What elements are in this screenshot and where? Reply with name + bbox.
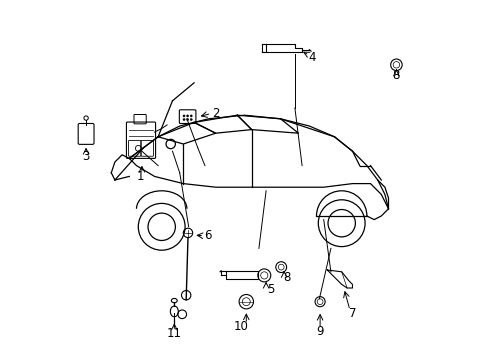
Text: 9: 9 — [316, 325, 323, 338]
Circle shape — [186, 118, 188, 121]
Text: 7: 7 — [348, 307, 356, 320]
Circle shape — [190, 115, 192, 117]
Text: 8: 8 — [283, 271, 290, 284]
Circle shape — [183, 115, 185, 117]
Circle shape — [183, 118, 185, 121]
Text: 10: 10 — [233, 320, 248, 333]
Text: 6: 6 — [203, 229, 211, 242]
Text: 3: 3 — [82, 150, 90, 163]
Text: 4: 4 — [308, 51, 315, 64]
Text: 2: 2 — [211, 107, 219, 120]
Text: 11: 11 — [166, 327, 182, 340]
Circle shape — [186, 115, 188, 117]
Circle shape — [190, 118, 192, 121]
Text: 5: 5 — [266, 283, 274, 296]
Text: 8: 8 — [392, 69, 399, 82]
Text: 1: 1 — [136, 170, 143, 183]
